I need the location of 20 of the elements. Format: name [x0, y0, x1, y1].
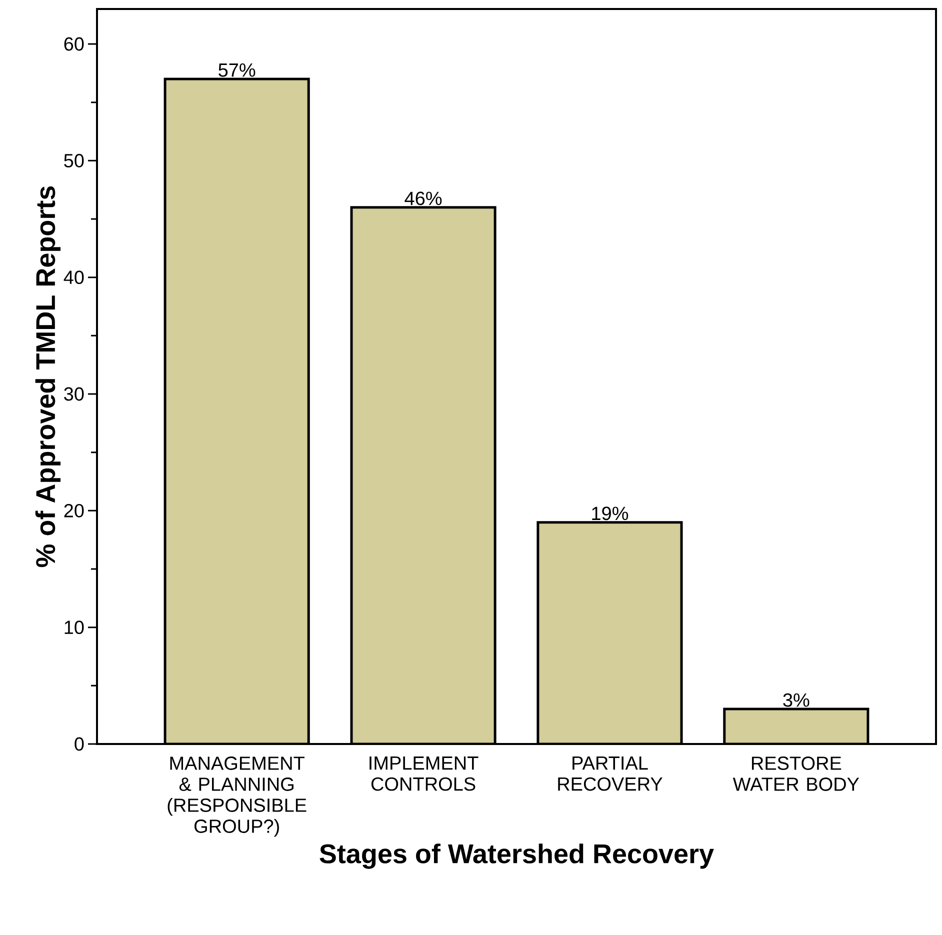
y-axis-title: % of Approved TMDL Reports — [35, 186, 61, 568]
data-label: 19% — [592, 506, 628, 520]
y-tick-label: 40 — [64, 270, 84, 284]
x-tick-label: IMPLEMENT CONTROLS — [370, 756, 478, 791]
y-tick-label: 10 — [64, 620, 84, 634]
x-axis-title: Stages of Watershed Recovery — [320, 844, 714, 869]
x-tick-label: RESTORE WATER BODY — [732, 756, 860, 791]
bar — [165, 78, 309, 744]
x-tick-label: PARTIAL RECOVERY — [558, 756, 662, 791]
y-tick-label: 60 — [64, 37, 84, 51]
x-tick-label: MANAGEMENT & PLANNING (RESPONSIBLE GROUP?) — [168, 756, 306, 837]
bar — [352, 207, 496, 744]
bar — [538, 522, 682, 744]
data-label: 46% — [404, 192, 442, 206]
y-tick-label: 0 — [74, 737, 84, 751]
y-tick-label: 50 — [64, 154, 84, 168]
y-tick-label: 20 — [64, 504, 84, 518]
y-tick-label: 30 — [64, 387, 84, 401]
data-label: 57% — [218, 63, 256, 77]
data-label: 3% — [783, 693, 810, 707]
